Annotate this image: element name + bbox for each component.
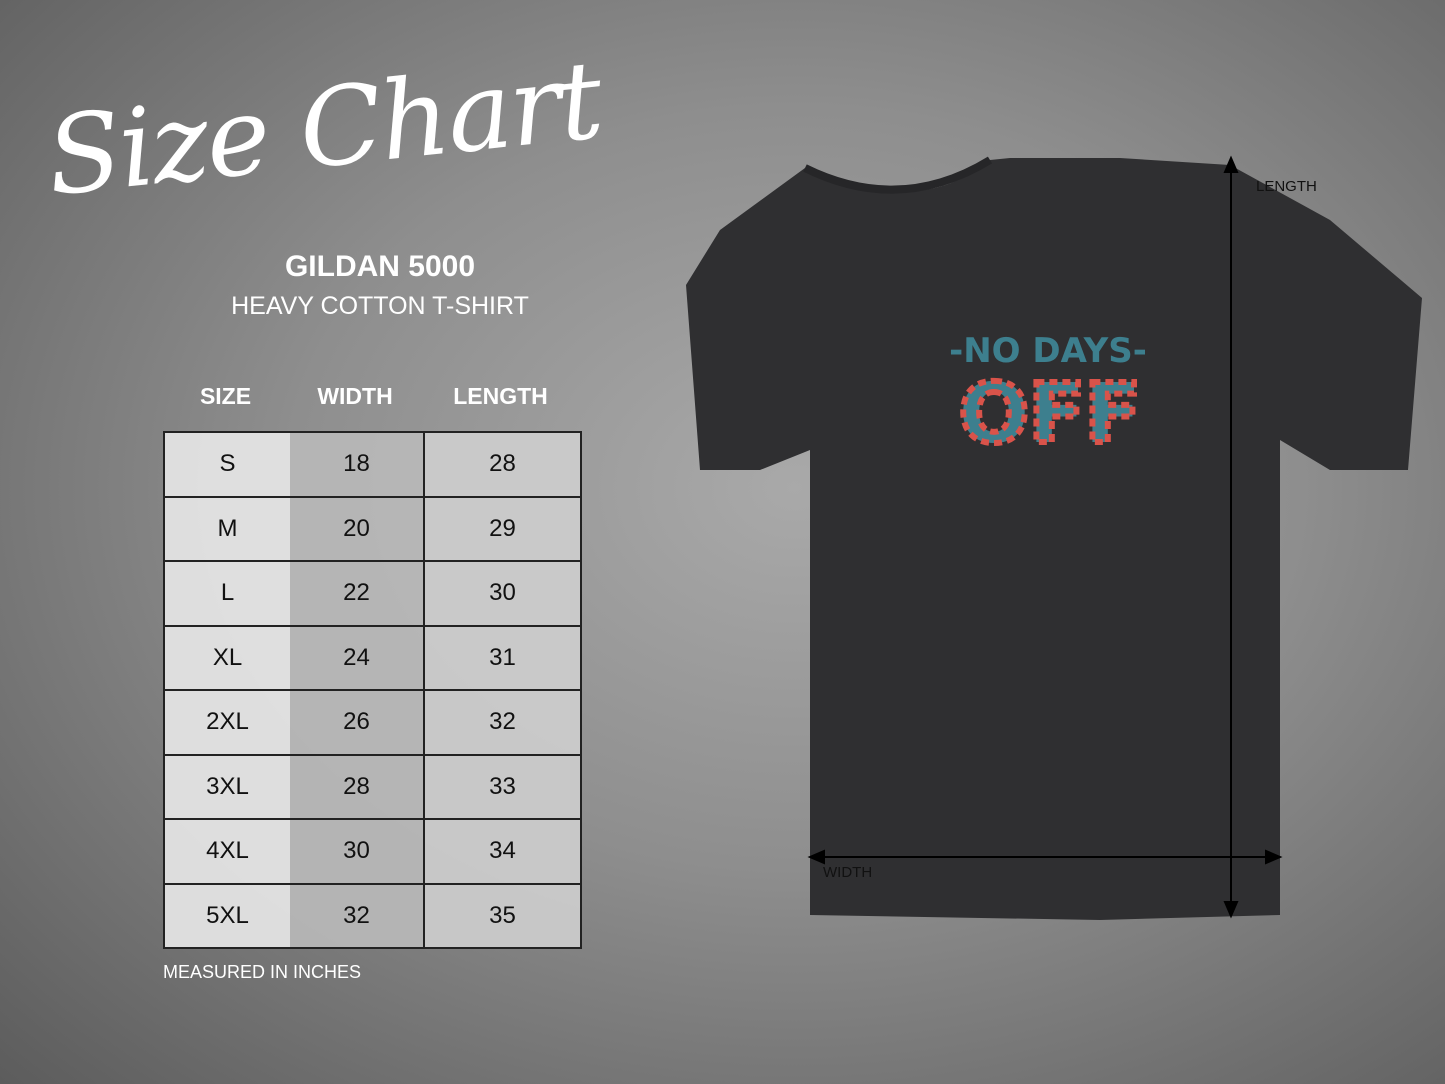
width-cell: 18 [290, 431, 425, 497]
width-cell: 24 [290, 624, 425, 690]
table-row: 5XL 32 35 [164, 882, 581, 948]
print-line-1: -NO DAYS- [949, 331, 1147, 371]
width-cell: 28 [290, 753, 425, 819]
size-cell: S [164, 431, 290, 497]
length-cell: 30 [424, 560, 581, 626]
length-cell: 29 [424, 495, 581, 561]
size-cell: 4XL [164, 818, 290, 884]
table-row: 2XL 26 32 [164, 689, 581, 755]
table-row: XL 24 31 [164, 624, 581, 690]
length-cell: 31 [424, 624, 581, 690]
size-cell: L [164, 560, 290, 626]
header-size: SIZE [199, 383, 252, 409]
product-model: GILDAN 5000 [284, 250, 476, 283]
width-arrow [807, 849, 1283, 865]
length-cell: 28 [424, 431, 581, 497]
width-cell: 22 [290, 560, 425, 626]
measurement-note: MEASURED IN INCHES [163, 962, 362, 982]
print-line-2: OFF [959, 367, 1141, 462]
table-row: L 22 30 [164, 560, 581, 626]
table-row: S 18 28 [164, 431, 581, 497]
length-cell: 34 [424, 818, 581, 884]
length-cell: 35 [424, 882, 581, 948]
product-name: HEAVY COTTON T-SHIRT [231, 292, 529, 320]
length-cell: 33 [424, 753, 581, 819]
size-cell: 3XL [164, 753, 290, 819]
header-length: LENGTH [453, 383, 548, 409]
width-cell: 30 [290, 818, 425, 884]
length-label: LENGTH [1256, 178, 1317, 195]
width-cell: 32 [290, 882, 425, 948]
table-row: 4XL 30 34 [164, 818, 581, 884]
shirt-collar [803, 156, 993, 194]
table-row: M 20 29 [164, 495, 581, 561]
size-cell: 5XL [164, 882, 290, 948]
tshirt-shape [686, 158, 1422, 920]
size-cell: XL [164, 624, 290, 690]
width-cell: 26 [290, 689, 425, 755]
size-table: S 18 28 M 20 29 L 22 30 XL 24 31 2XL 26 32 3XL 28 33 4XL 30… [163, 431, 582, 949]
length-cell: 32 [424, 689, 581, 755]
size-cell: 2XL [164, 689, 290, 755]
table-row: 3XL 28 33 [164, 753, 581, 819]
width-label: WIDTH [823, 864, 873, 881]
header-width: WIDTH [317, 383, 393, 409]
size-cell: M [164, 495, 290, 561]
length-arrow [1223, 155, 1239, 919]
width-cell: 20 [290, 495, 425, 561]
